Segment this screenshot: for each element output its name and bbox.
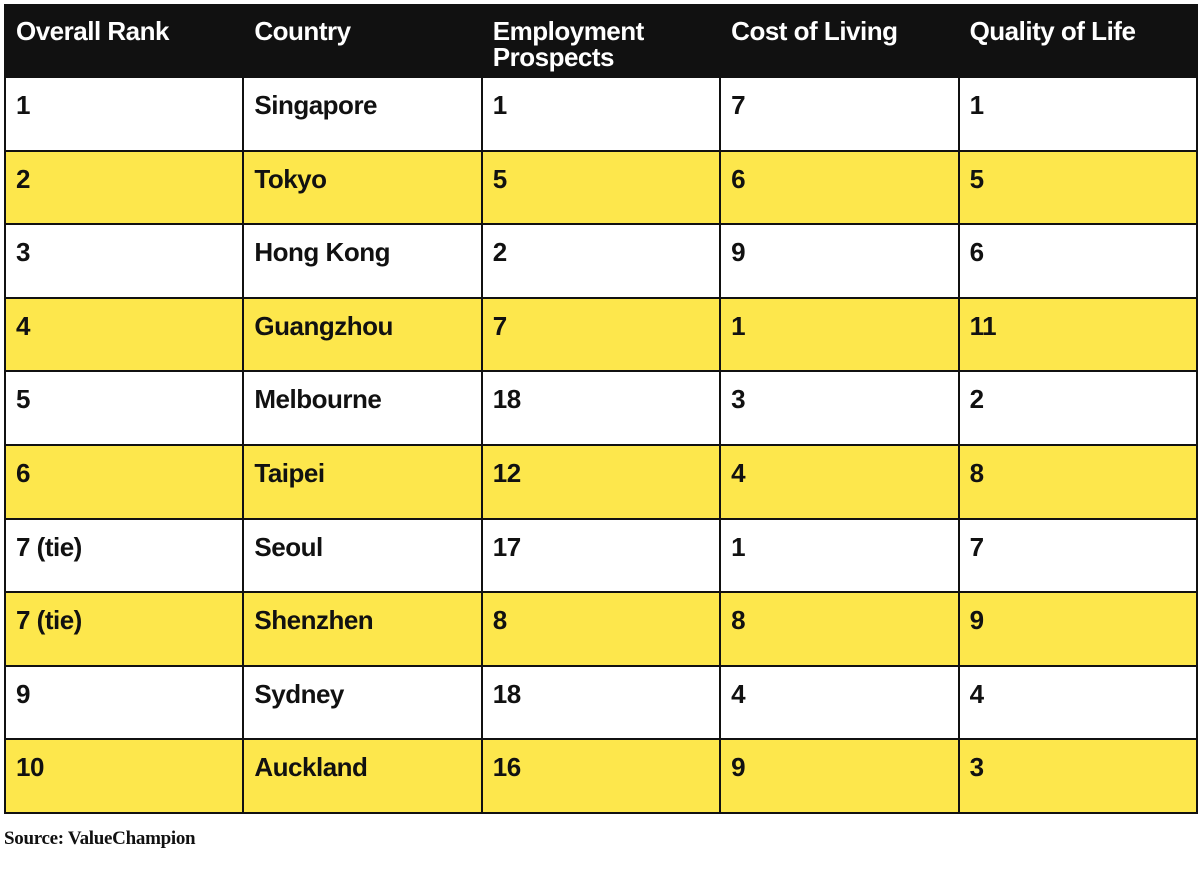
source-note: Source: ValueChampion [4,828,196,849]
cost-cell: 6 [719,149,960,226]
quality-cell: 3 [957,738,1198,814]
rank-cell: 2 [3,149,245,226]
table-row: 7 (tie) Shenzhen 8 8 9 [3,591,1198,667]
country-cell: Taipei [242,443,483,520]
quality-cell: 6 [957,223,1198,299]
employment-cell: 7 [480,296,722,373]
table-body: 1 Singapore 1 7 1 2 Tokyo 5 6 5 3 Hong Kong 2 9 6 4 Guan… [3,76,1198,814]
country-cell: Melbourne [242,370,483,446]
cost-cell: 4 [719,664,960,741]
cost-cell: 9 [719,223,960,299]
table-row: 4 Guangzhou 7 1 11 [3,296,1198,373]
table-row: 6 Taipei 12 4 8 [3,443,1198,520]
employment-cell: 8 [480,591,722,667]
country-cell: Seoul [242,517,483,594]
employment-cell: 1 [480,76,722,152]
table-header: Overall Rank Country Employment Prospect… [3,4,1198,78]
quality-cell: 1 [957,76,1198,152]
quality-cell: 8 [957,443,1198,520]
country-cell: Singapore [242,76,483,152]
cost-cell: 7 [719,76,960,152]
employment-cell: 18 [480,664,722,741]
rank-cell: 4 [3,296,245,373]
table-row: 3 Hong Kong 2 9 6 [3,223,1198,299]
header-quality-of-life: Quality of Life [957,4,1198,78]
table-row: 1 Singapore 1 7 1 [3,76,1198,152]
cost-cell: 1 [719,296,960,373]
quality-cell: 11 [957,296,1198,373]
quality-cell: 5 [957,149,1198,226]
country-cell: Shenzhen [242,591,483,667]
header-country: Country [242,4,483,78]
country-cell: Tokyo [242,149,483,226]
table-row: 7 (tie) Seoul 17 1 7 [3,517,1198,594]
country-cell: Guangzhou [242,296,483,373]
quality-cell: 7 [957,517,1198,594]
rank-cell: 6 [3,443,245,520]
rank-cell: 10 [3,738,245,814]
header-row: Overall Rank Country Employment Prospect… [3,4,1198,78]
employment-cell: 12 [480,443,722,520]
rank-cell: 1 [3,76,245,152]
table-row: 2 Tokyo 5 6 5 [3,149,1198,226]
country-cell: Hong Kong [242,223,483,299]
country-cell: Sydney [242,664,483,741]
cost-cell: 3 [719,370,960,446]
employment-cell: 16 [480,738,722,814]
rank-cell: 5 [3,370,245,446]
cost-cell: 8 [719,591,960,667]
ranking-table: Overall Rank Country Employment Prospect… [3,4,1198,814]
quality-cell: 2 [957,370,1198,446]
table-row: 9 Sydney 18 4 4 [3,664,1198,741]
rank-cell: 3 [3,223,245,299]
country-cell: Auckland [242,738,483,814]
cost-cell: 1 [719,517,960,594]
cost-cell: 4 [719,443,960,520]
employment-cell: 17 [480,517,722,594]
header-cost-of-living: Cost of Living [719,4,960,78]
employment-cell: 18 [480,370,722,446]
rank-cell: 7 (tie) [3,517,245,594]
rank-cell: 9 [3,664,245,741]
table-row: 5 Melbourne 18 3 2 [3,370,1198,446]
employment-cell: 2 [480,223,722,299]
header-employment-prospects: Employment Prospects [480,4,722,78]
cost-cell: 9 [719,738,960,814]
header-overall-rank: Overall Rank [3,4,245,78]
employment-cell: 5 [480,149,722,226]
rank-cell: 7 (tie) [3,591,245,667]
quality-cell: 4 [957,664,1198,741]
table-row: 10 Auckland 16 9 3 [3,738,1198,814]
quality-cell: 9 [957,591,1198,667]
